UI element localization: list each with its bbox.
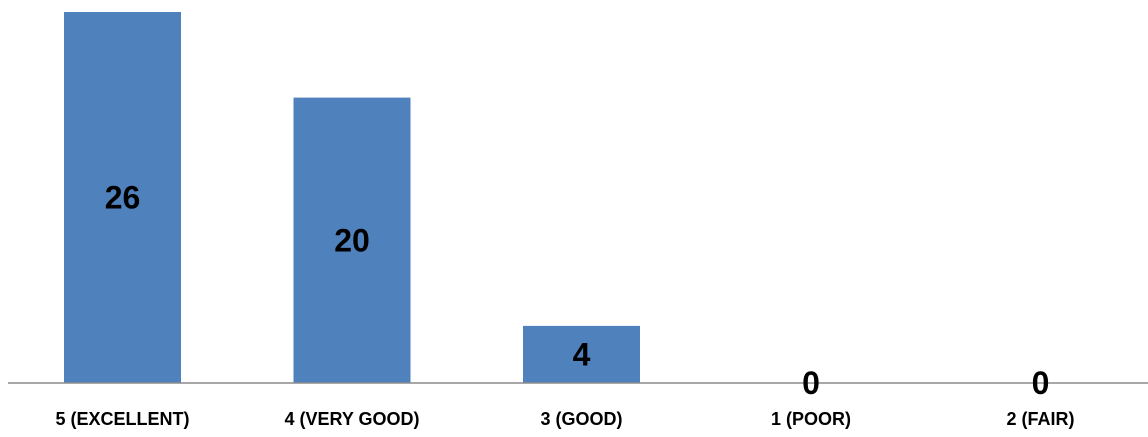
data-label-1-poor: 0 (802, 365, 820, 401)
bar-3-good (523, 325, 640, 383)
bar-5-excellent (64, 12, 181, 383)
bar-4-very-good (293, 97, 411, 383)
x-tick-label-5-excellent: 5 (EXCELLENT) (55, 409, 189, 429)
x-tick-label-4-very-good: 4 (VERY GOOD) (284, 409, 419, 429)
data-label-3-good: 4 (573, 337, 591, 373)
data-labels-group: 26 20 4 0 0 (105, 180, 1050, 402)
data-label-5-excellent: 26 (105, 180, 141, 216)
data-label-4-very-good: 20 (334, 222, 370, 258)
bars-group (64, 12, 640, 383)
x-tick-label-3-good: 3 (GOOD) (540, 409, 622, 429)
data-label-2-fair: 0 (1032, 365, 1050, 401)
x-tick-label-1-poor: 1 (POOR) (771, 409, 851, 429)
x-tick-labels-group: 5 (EXCELLENT) 4 (VERY GOOD) 3 (GOOD) 1 (POO… (55, 409, 1074, 429)
x-tick-label-2-fair: 2 (FAIR) (1006, 409, 1074, 429)
